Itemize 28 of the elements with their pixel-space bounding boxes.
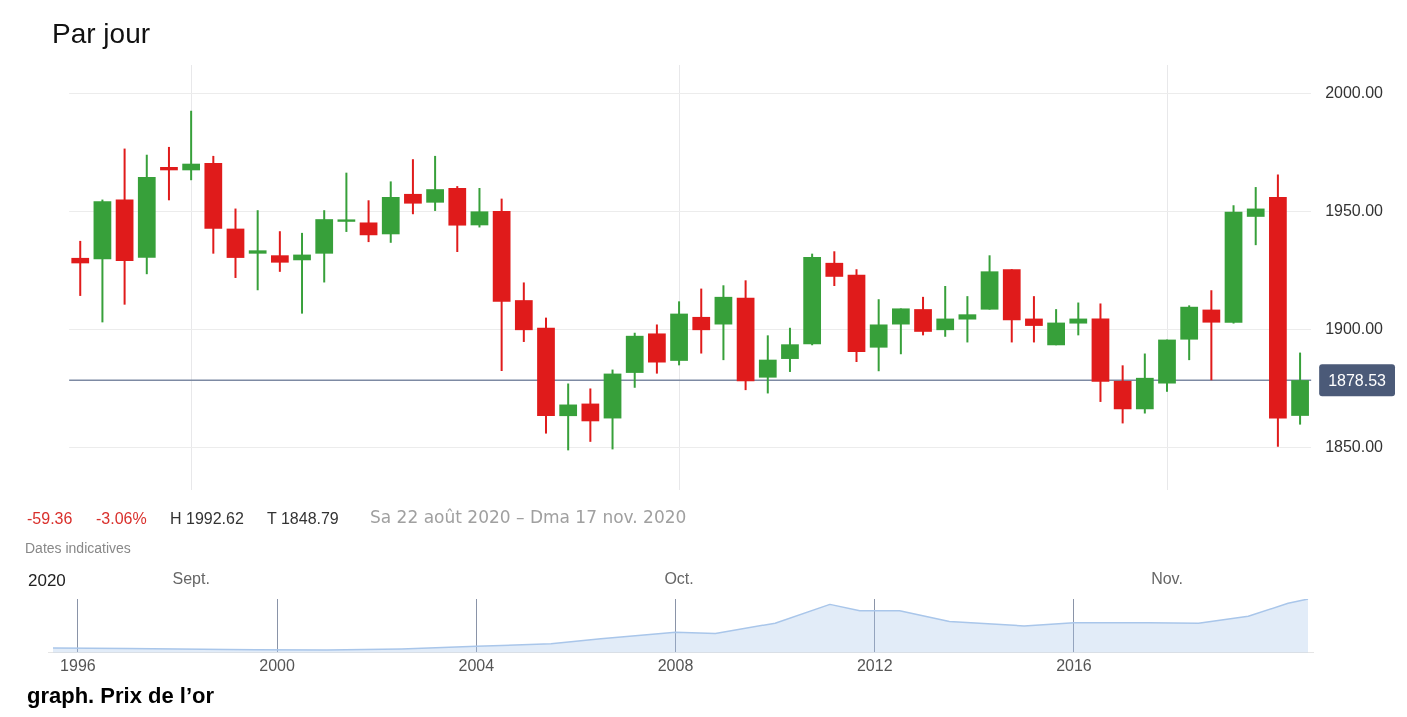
text: Dates indicatives (25, 540, 131, 556)
text: H 1992.62 (170, 510, 244, 528)
x-tick-label: 2016 (1056, 656, 1092, 674)
y-tick-label: 1950.00 (1325, 201, 1384, 219)
text: graph. Prix de l’or (27, 683, 215, 709)
chart-title: Par jour (52, 18, 151, 50)
y-tick-label: 1900.00 (1325, 319, 1384, 337)
text: -3.06% (96, 510, 147, 528)
candlestick (71, 240, 90, 296)
x-tick-label: 2000 (259, 656, 295, 674)
candlestick (182, 110, 201, 181)
x-tick-label: 1996 (60, 656, 96, 674)
y-tick-label: 2000.00 (1325, 83, 1384, 101)
x-tick-label: Nov. (1151, 570, 1183, 588)
x-tick-label: Oct. (664, 570, 694, 588)
y-tick-label: 1850.00 (1325, 437, 1384, 455)
ref-line-label: 1878.53 (1328, 371, 1387, 389)
x-tick-label: 2008 (657, 656, 694, 674)
candlestick (248, 210, 267, 291)
x-tick-label: 2004 (458, 656, 495, 674)
text: Sa 22 août 2020 – Dma 17 nov. 2020 (370, 507, 687, 527)
x-tick-label: 2012 (856, 656, 893, 674)
candlestick (337, 172, 356, 232)
text: 2020 (28, 571, 66, 591)
text: -59.36 (27, 510, 73, 528)
x-tick-label: Sept. (172, 570, 210, 588)
text: T 1848.79 (267, 510, 339, 528)
candlestick (160, 146, 178, 201)
